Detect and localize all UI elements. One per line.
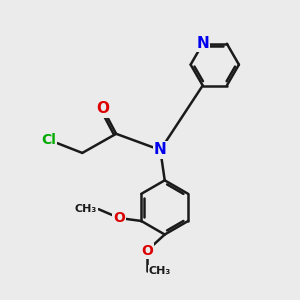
- Text: O: O: [96, 101, 110, 116]
- Text: CH₃: CH₃: [75, 204, 97, 214]
- Text: N: N: [154, 142, 167, 158]
- Text: Cl: Cl: [41, 133, 56, 147]
- Text: CH₃: CH₃: [148, 266, 171, 276]
- Text: O: O: [141, 244, 153, 258]
- Text: O: O: [113, 211, 125, 225]
- Text: N: N: [196, 36, 209, 51]
